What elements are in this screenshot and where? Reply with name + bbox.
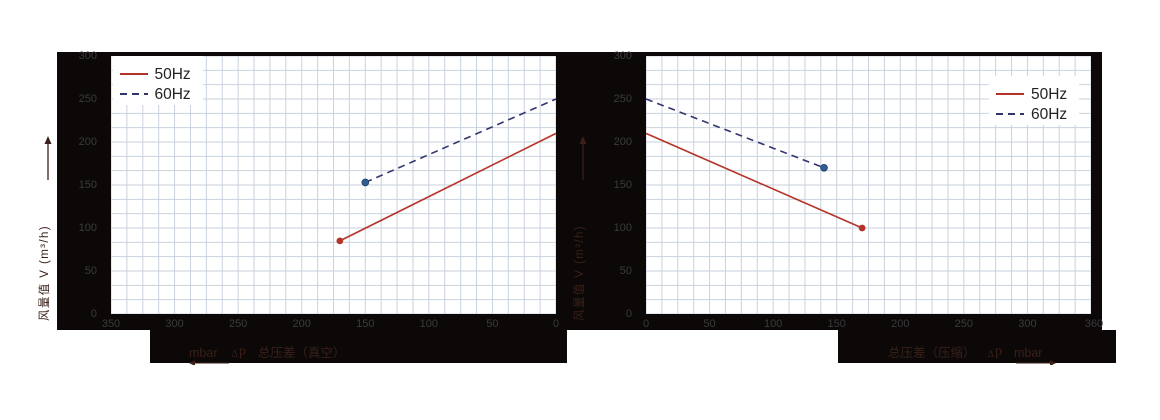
svg-text:风量值 V (m³/h): 风量值 V (m³/h) xyxy=(38,225,51,321)
svg-text:风量值 V (m³/h): 风量值 V (m³/h) xyxy=(573,225,586,321)
